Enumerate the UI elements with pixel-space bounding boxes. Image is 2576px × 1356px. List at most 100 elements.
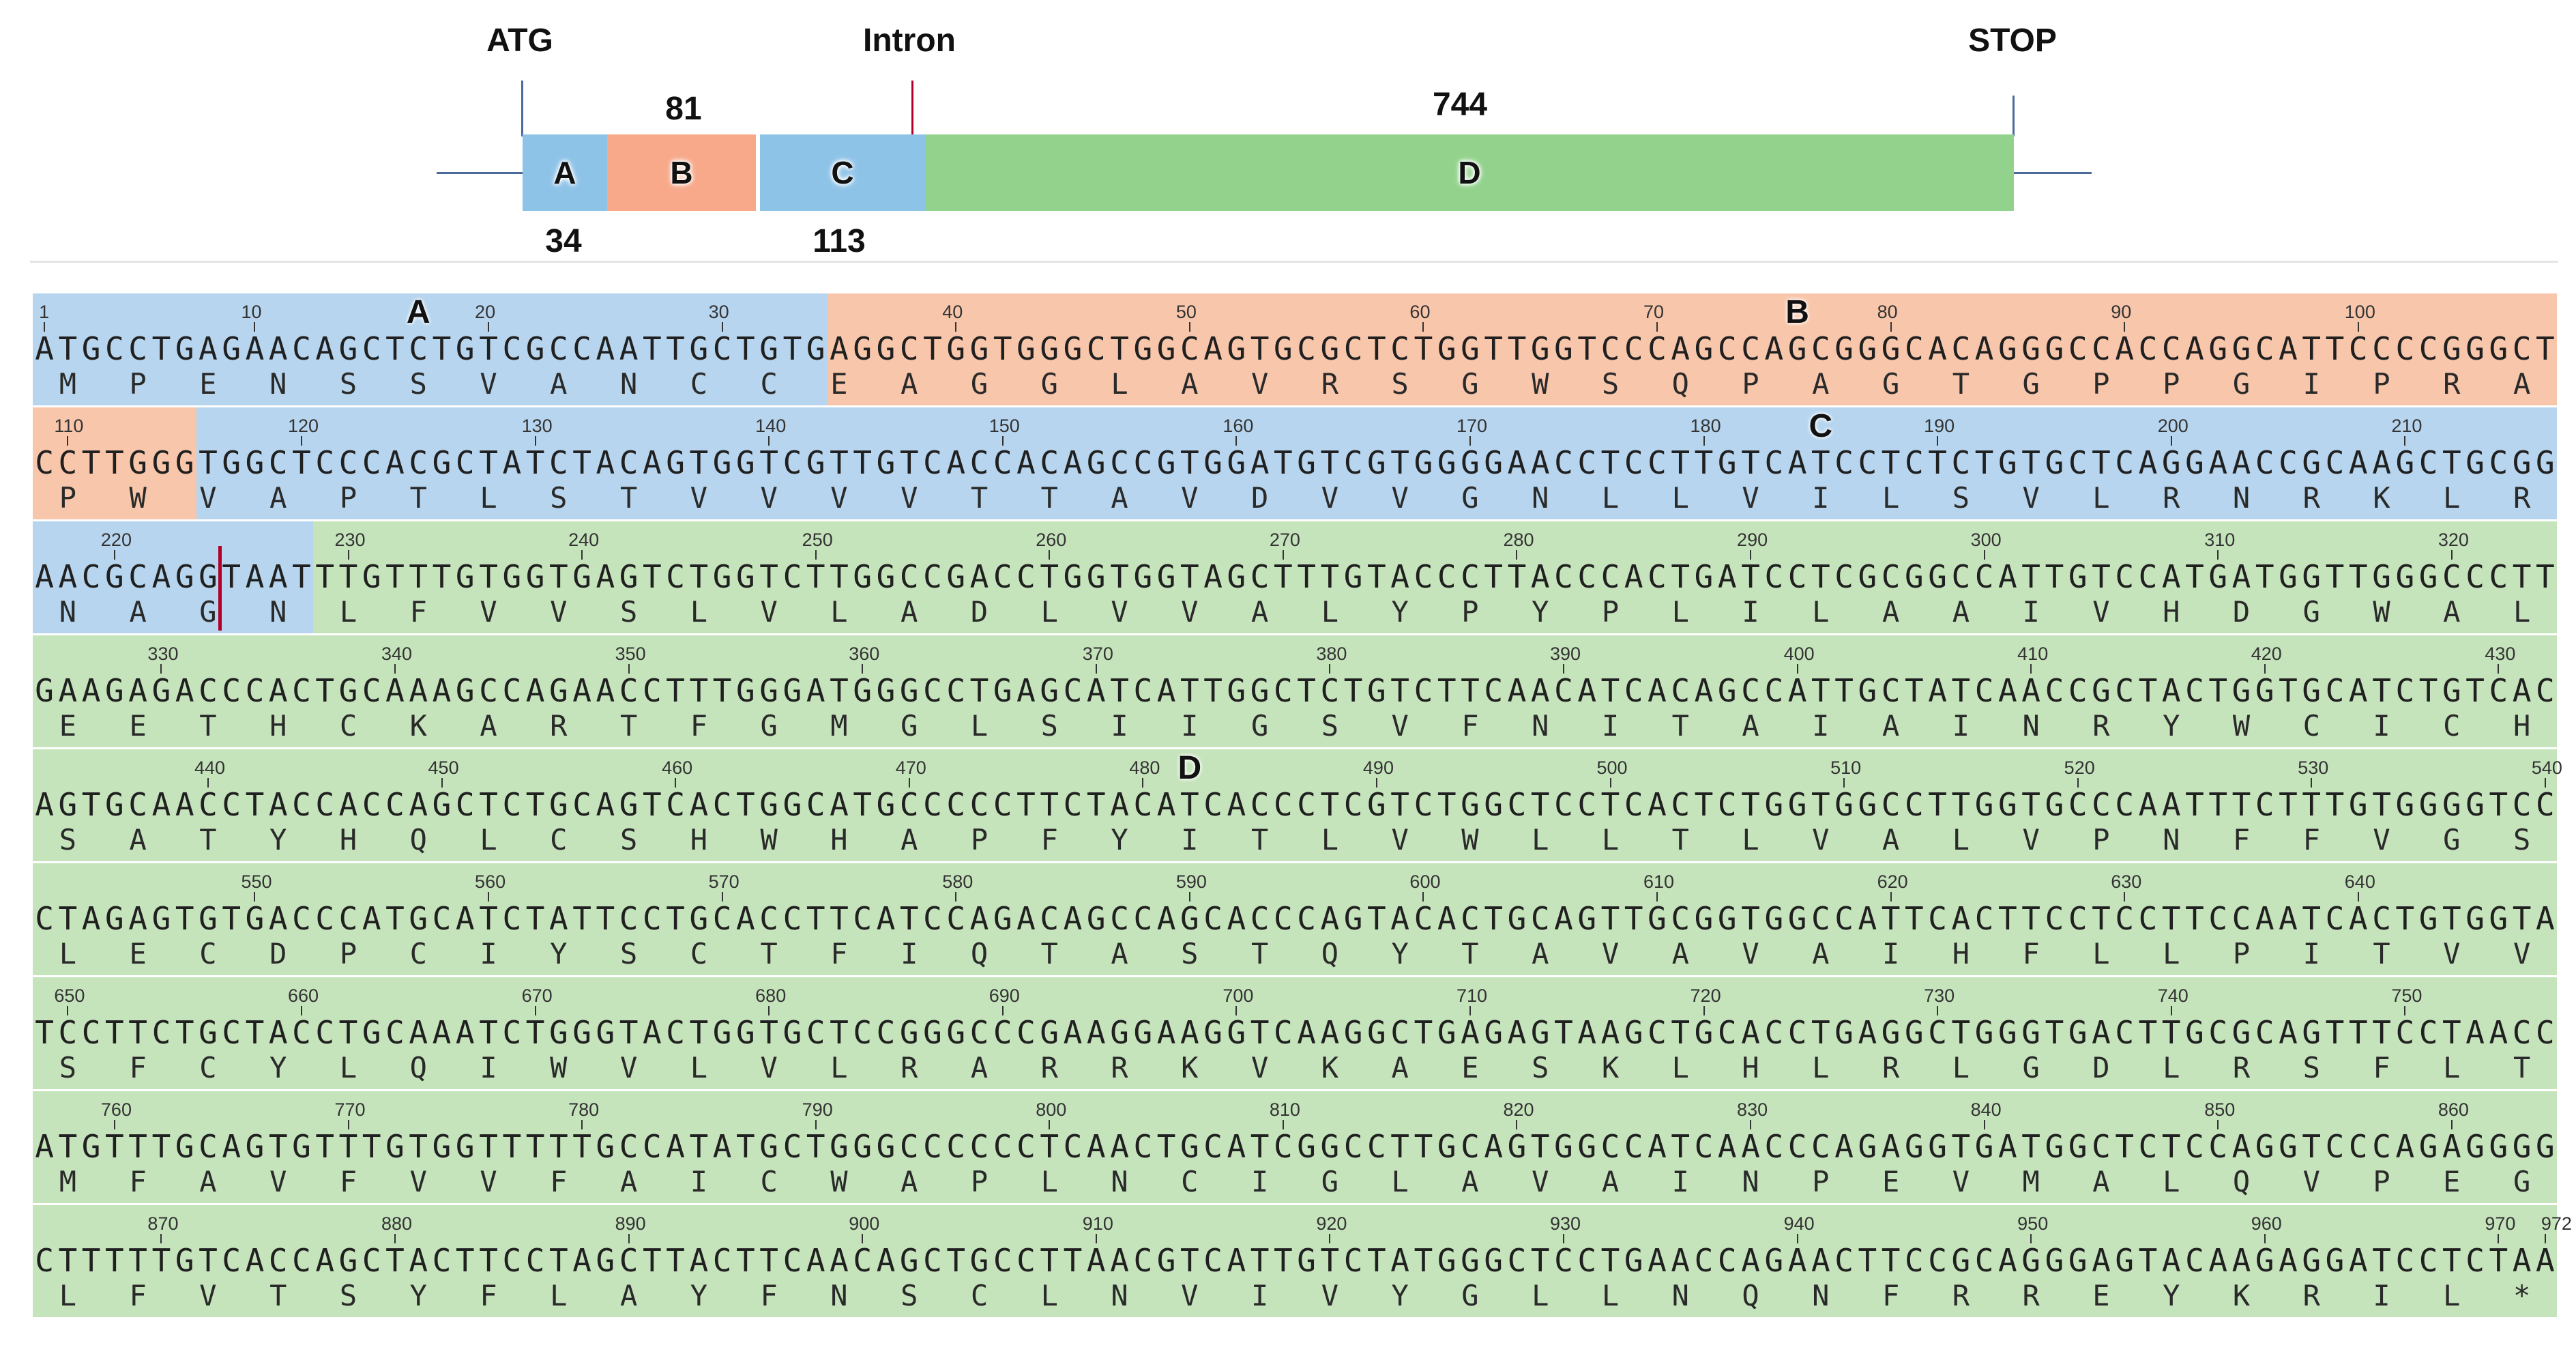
amino-acid: H: [2163, 595, 2180, 629]
nucleotide: A: [643, 1014, 662, 1051]
nucleotide: G: [245, 444, 265, 481]
nucleotide: T: [105, 1014, 124, 1051]
nucleotide: C: [1717, 1014, 1737, 1051]
segment-d-band: [33, 863, 2557, 975]
amino-acid: G: [970, 367, 989, 401]
nucleotide: C: [923, 672, 942, 709]
position-tick: [300, 436, 302, 446]
amino-acid: Q: [2232, 1165, 2251, 1198]
section-divider: [30, 261, 2558, 263]
amino-acid: L: [1952, 1051, 1970, 1084]
nucleotide: A: [1787, 1242, 1807, 1279]
nucleotide: T: [1390, 444, 1409, 481]
nucleotide: C: [35, 1242, 54, 1279]
position-tick: [1188, 892, 1190, 901]
segment-c-label: C: [1809, 408, 1833, 444]
amino-acid: L: [1742, 823, 1759, 856]
nucleotide: C: [993, 444, 1012, 481]
position-number: 100: [2344, 302, 2375, 322]
nucleotide: G: [2465, 786, 2485, 823]
nucleotide: G: [2021, 330, 2040, 367]
nucleotide: T: [736, 786, 755, 823]
nucleotide: T: [1461, 672, 1480, 709]
nucleotide: G: [151, 444, 171, 481]
nucleotide: A: [969, 558, 989, 595]
amino-acid: A: [1111, 937, 1128, 970]
nucleotide: T: [1297, 558, 1316, 595]
position-number: 670: [521, 985, 553, 1006]
amino-acid: E: [1882, 1165, 1900, 1198]
amino-acid: S: [1601, 367, 1620, 401]
nucleotide: C: [1274, 900, 1293, 937]
amino-acid: W: [1461, 823, 1479, 856]
nucleotide: A: [35, 786, 54, 823]
position-tick: [1329, 1234, 1331, 1243]
nucleotide: G: [1530, 1014, 1550, 1051]
nucleotide: G: [1858, 330, 1877, 367]
nucleotide: G: [1764, 786, 1784, 823]
position-number: 610: [1643, 871, 1675, 892]
nucleotide: C: [245, 672, 265, 709]
nucleotide: C: [1461, 558, 1480, 595]
nucleotide: T: [128, 1242, 147, 1279]
position-tick: [1282, 550, 1284, 560]
nucleotide: C: [1063, 1128, 1083, 1165]
position-tick: [1469, 1006, 1471, 1015]
nucleotide: G: [759, 330, 778, 367]
nucleotide: A: [1834, 1128, 1854, 1165]
nucleotide: G: [2068, 558, 2088, 595]
nucleotide: T: [572, 900, 591, 937]
nucleotide: G: [736, 1014, 755, 1051]
nucleotide: C: [993, 1242, 1012, 1279]
nucleotide: A: [806, 1242, 825, 1279]
amino-acid: H: [1742, 1051, 1759, 1084]
segment-c-band: [33, 521, 314, 633]
amino-acid: W: [830, 1165, 848, 1198]
nucleotide: T: [712, 672, 732, 709]
position-number: 220: [100, 530, 132, 550]
position-number: 972: [2541, 1213, 2572, 1234]
nucleotide: T: [525, 1128, 545, 1165]
nucleotide: G: [1367, 786, 1386, 823]
nucleotide: G: [2442, 786, 2461, 823]
nucleotide: A: [2348, 1242, 2368, 1279]
nucleotide: A: [1554, 900, 1573, 937]
position-tick: [2217, 1120, 2219, 1129]
nucleotide: T: [830, 558, 849, 595]
position-tick: [1282, 1120, 1284, 1129]
nucleotide: A: [338, 786, 358, 823]
nucleotide: C: [1577, 786, 1597, 823]
nucleotide: G: [2465, 444, 2485, 481]
position-tick: [347, 550, 349, 560]
nucleotide: C: [1343, 444, 1363, 481]
nucleotide: G: [759, 672, 778, 709]
nucleotide: T: [1250, 330, 1270, 367]
amino-acid: Q: [409, 1051, 427, 1084]
nucleotide: A: [736, 900, 755, 937]
nucleotide: G: [572, 1014, 591, 1051]
nucleotide: G: [2348, 786, 2368, 823]
position-tick: [160, 664, 162, 674]
nucleotide: C: [362, 786, 381, 823]
nucleotide: A: [2231, 444, 2251, 481]
nucleotide: C: [1624, 444, 1643, 481]
amino-acid: T: [1040, 937, 1058, 970]
position-number: 630: [2111, 871, 2142, 892]
position-tick: [1750, 550, 1752, 560]
nucleotide: G: [2302, 1242, 2322, 1279]
nucleotide: C: [993, 1014, 1012, 1051]
nucleotide: C: [946, 1128, 966, 1165]
amino-acid: C: [2302, 709, 2320, 742]
nucleotide: T: [81, 786, 101, 823]
nucleotide: C: [1063, 786, 1083, 823]
amino-acid: S: [1532, 1051, 1549, 1084]
nucleotide: A: [2512, 672, 2532, 709]
amino-acid: V: [1321, 481, 1339, 515]
nucleotide: G: [736, 672, 755, 709]
nucleotide: T: [1437, 786, 1457, 823]
position-tick: [441, 778, 443, 788]
position-tick: [1049, 1120, 1051, 1129]
nucleotide: C: [455, 444, 475, 481]
amino-acid: N: [2163, 823, 2180, 856]
nucleotide: T: [1063, 1242, 1083, 1279]
